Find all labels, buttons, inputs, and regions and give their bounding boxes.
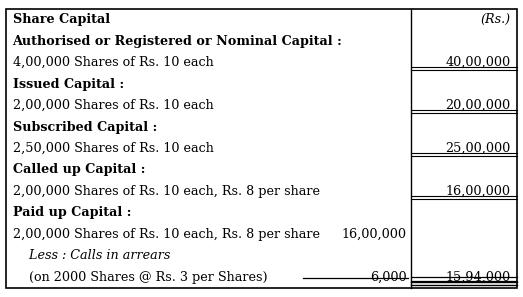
Text: 16,00,000: 16,00,000 [446, 185, 510, 198]
Text: Paid up Capital :: Paid up Capital : [13, 206, 131, 219]
Text: 2,00,000 Shares of Rs. 10 each, Rs. 8 per share: 2,00,000 Shares of Rs. 10 each, Rs. 8 pe… [13, 228, 320, 241]
Text: (Rs.): (Rs.) [480, 13, 510, 26]
Text: 6,000: 6,000 [370, 271, 406, 284]
Text: 25,00,000: 25,00,000 [445, 142, 510, 155]
Text: Less : Calls in arrears: Less : Calls in arrears [13, 249, 170, 262]
Text: Subscribed Capital :: Subscribed Capital : [13, 121, 157, 134]
Text: 40,00,000: 40,00,000 [445, 56, 510, 69]
Text: 16,00,000: 16,00,000 [342, 228, 406, 241]
Text: Share Capital: Share Capital [13, 13, 110, 26]
Text: 4,00,000 Shares of Rs. 10 each: 4,00,000 Shares of Rs. 10 each [13, 56, 213, 69]
Text: 15,94,000: 15,94,000 [445, 271, 510, 284]
Text: (on 2000 Shares @ Rs. 3 per Shares): (on 2000 Shares @ Rs. 3 per Shares) [13, 271, 267, 284]
Text: 2,00,000 Shares of Rs. 10 each, Rs. 8 per share: 2,00,000 Shares of Rs. 10 each, Rs. 8 pe… [13, 185, 320, 198]
Text: Issued Capital :: Issued Capital : [13, 78, 123, 91]
Text: 2,50,000 Shares of Rs. 10 each: 2,50,000 Shares of Rs. 10 each [13, 142, 213, 155]
Text: 2,00,000 Shares of Rs. 10 each: 2,00,000 Shares of Rs. 10 each [13, 99, 213, 112]
Text: Called up Capital :: Called up Capital : [13, 163, 145, 176]
Text: Authorised or Registered or Nominal Capital :: Authorised or Registered or Nominal Capi… [13, 35, 342, 48]
Text: 20,00,000: 20,00,000 [445, 99, 510, 112]
